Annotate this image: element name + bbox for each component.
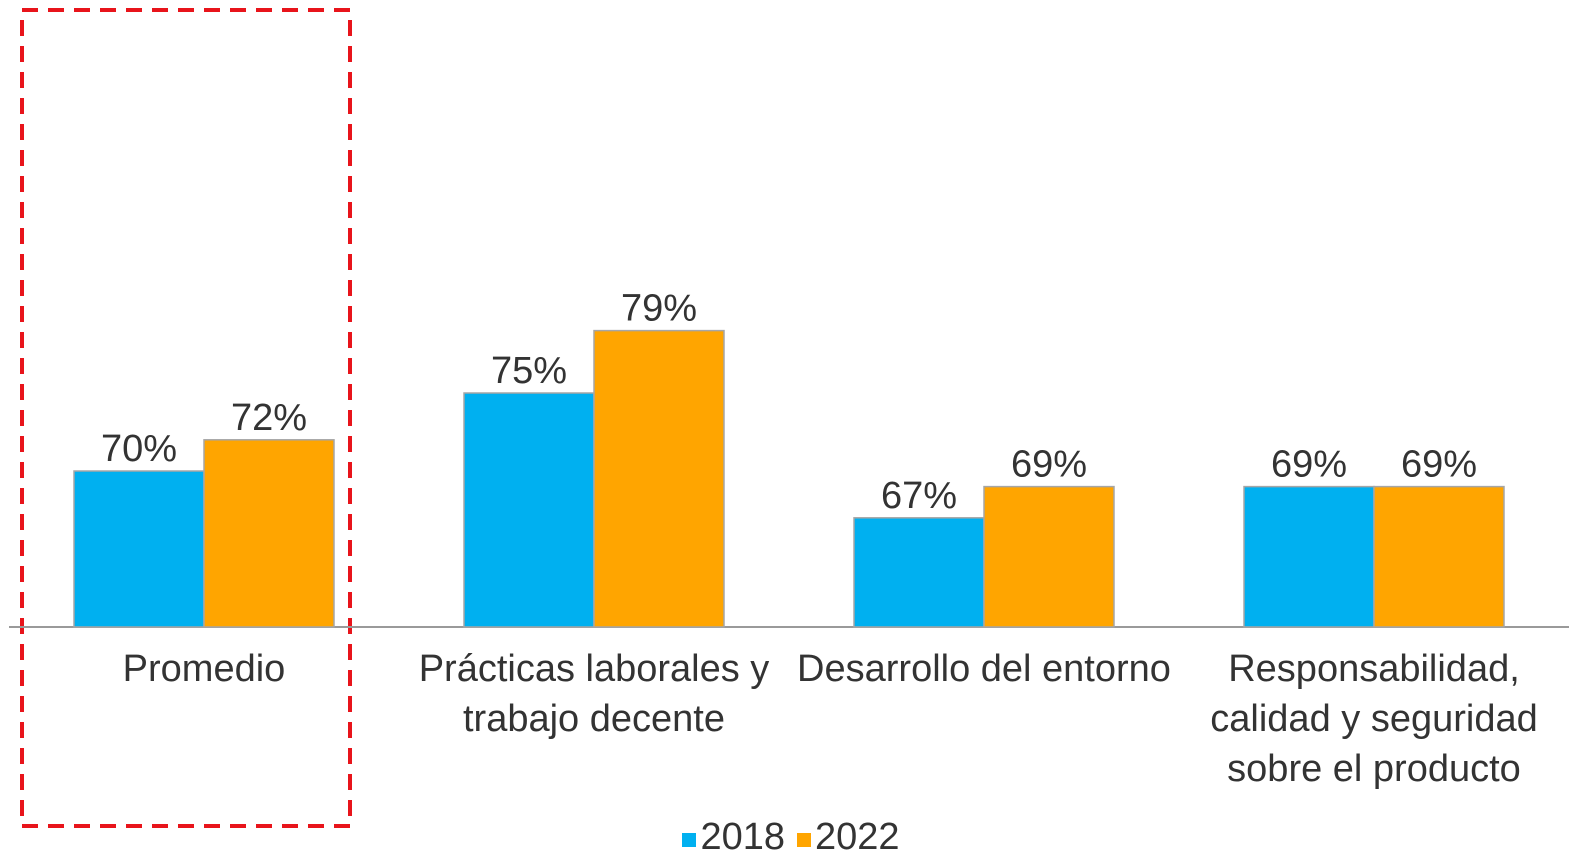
legend-swatch <box>682 833 697 847</box>
data-label: 67% <box>881 475 957 517</box>
bar <box>1373 485 1505 628</box>
legend-label: 2022 <box>815 816 900 858</box>
x-tick-label: Prácticas laborales y trabajo decente <box>418 648 770 740</box>
x-tick-label: Promedio <box>122 648 286 690</box>
highlight-box <box>20 8 352 828</box>
bar <box>983 485 1115 628</box>
legend: 2018 2022 <box>0 812 1582 862</box>
legend-item: 2022 <box>797 812 900 862</box>
bar <box>593 329 725 628</box>
bar <box>203 439 335 628</box>
data-label: 69% <box>1011 444 1087 486</box>
bar <box>463 392 595 628</box>
x-tick-label: Responsabilidad, calidad y seguridad sob… <box>1210 648 1538 790</box>
bar <box>1243 485 1375 628</box>
data-label: 75% <box>491 350 567 392</box>
data-label: 79% <box>621 288 697 330</box>
data-label: 70% <box>101 428 177 470</box>
data-label: 72% <box>231 397 307 439</box>
x-tick-label: Desarrollo del entorno <box>797 648 1171 690</box>
bar <box>73 470 205 628</box>
legend-swatch <box>797 833 811 847</box>
bar <box>853 517 985 628</box>
data-label: 69% <box>1271 444 1347 486</box>
data-label: 69% <box>1401 444 1477 486</box>
legend-item: 2018 <box>682 812 785 862</box>
legend-label: 2018 <box>700 816 785 858</box>
